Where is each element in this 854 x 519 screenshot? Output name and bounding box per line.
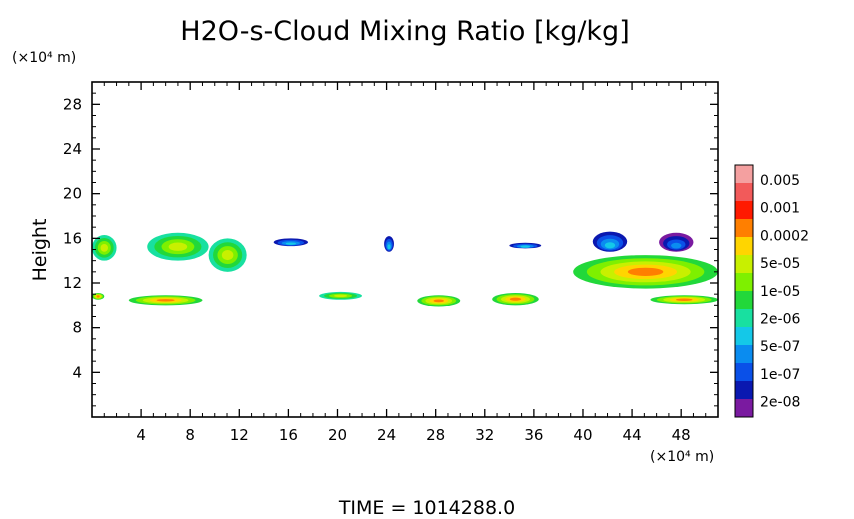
colorbar-label: 0.001	[760, 201, 800, 217]
colorbar-swatch	[735, 201, 753, 219]
x-tick-label: 32	[475, 426, 494, 444]
cloud-cell	[92, 293, 105, 300]
cloud-level	[100, 243, 108, 252]
colorbar-swatch	[735, 399, 753, 417]
colorbar-label: 1e-05	[760, 284, 800, 300]
cloud-cell	[573, 255, 718, 289]
colorbar-swatch	[735, 381, 753, 399]
colorbar-swatch	[735, 291, 753, 309]
y-axis-unit: (×10⁴ m)	[12, 50, 76, 66]
colorbar-label: 2e-06	[760, 312, 800, 328]
cloud-level	[520, 245, 531, 248]
y-tick-label: 28	[63, 95, 82, 113]
colorbar-frame	[734, 164, 754, 418]
cloud-cell	[319, 291, 363, 300]
cloud-cell	[659, 232, 694, 252]
y-tick-label: 8	[72, 319, 82, 337]
x-tick-label: 40	[573, 426, 592, 444]
x-tick-label: 8	[185, 426, 195, 444]
x-tick-label: 12	[230, 426, 249, 444]
cloud-cell	[92, 234, 117, 261]
y-tick-label: 24	[63, 140, 82, 158]
x-tick-label: 4	[136, 426, 146, 444]
y-tick-label: 12	[63, 274, 82, 292]
cloud-level	[156, 299, 175, 302]
cloud-level	[627, 267, 664, 276]
colorbar-label: 5e-07	[760, 339, 800, 355]
cloud-level	[433, 299, 445, 303]
y-tick-label: 16	[63, 229, 82, 247]
cloud-cell	[650, 295, 719, 305]
cloud-level	[387, 244, 391, 250]
cloud-level	[96, 295, 100, 298]
cloud-cell	[492, 293, 539, 306]
x-tick-label: 20	[328, 426, 347, 444]
cloud-cell	[592, 231, 628, 252]
cloud-cell	[384, 236, 394, 252]
colorbar-swatch	[735, 273, 753, 291]
colorbar-swatch	[735, 183, 753, 201]
colorbar-label: 1e-07	[760, 367, 800, 383]
cloud-level	[334, 294, 348, 298]
chart-title: H2O-s-Cloud Mixing Ratio [kg/kg]	[180, 16, 629, 47]
cloud-level	[285, 242, 297, 245]
colorbar-label: 2e-08	[760, 395, 800, 411]
cloud-level	[509, 297, 522, 301]
colorbar-label: 0.005	[760, 173, 800, 189]
x-tick-label: 48	[672, 426, 691, 444]
cloud-cell	[509, 242, 542, 249]
colorbar-swatch	[735, 255, 753, 273]
cloud-level	[168, 242, 188, 251]
colorbar-swatch	[735, 309, 753, 327]
time-label: TIME = 1014288.0	[338, 497, 515, 519]
cloud-level	[675, 298, 693, 301]
x-tick-label: 36	[524, 426, 543, 444]
cloud-cell	[208, 238, 247, 272]
cloud-cell	[273, 238, 309, 247]
x-tick-label: 44	[623, 426, 642, 444]
x-tick-label: 24	[377, 426, 396, 444]
cloud-level	[221, 250, 234, 261]
colorbar-swatch	[735, 165, 753, 183]
x-axis-unit: (×10⁴ m)	[650, 449, 714, 465]
cloud-cell	[417, 295, 461, 307]
y-tick-label: 4	[72, 363, 82, 381]
cloud-cell	[128, 295, 203, 306]
cloud-level	[604, 242, 616, 249]
cloud-layer	[92, 231, 719, 307]
colorbar-swatch	[735, 219, 753, 237]
colorbar-label: 0.0002	[760, 228, 809, 244]
colorbar: 0.005 0.001 0.0002 5e-05 1e-05 2e-06 5e-07 1e-0…	[734, 164, 809, 418]
cloud-level	[671, 242, 682, 249]
colorbar-swatch	[735, 345, 753, 363]
colorbar-swatch	[735, 363, 753, 381]
colorbar-swatch	[735, 237, 753, 255]
y-tick-label: 20	[63, 185, 82, 203]
x-tick-label: 28	[426, 426, 445, 444]
x-tick-label: 16	[279, 426, 298, 444]
colorbar-label: 5e-05	[760, 256, 800, 272]
colorbar-swatch	[735, 327, 753, 345]
cloud-cell	[147, 232, 209, 261]
y-axis-label: Height	[29, 219, 51, 282]
